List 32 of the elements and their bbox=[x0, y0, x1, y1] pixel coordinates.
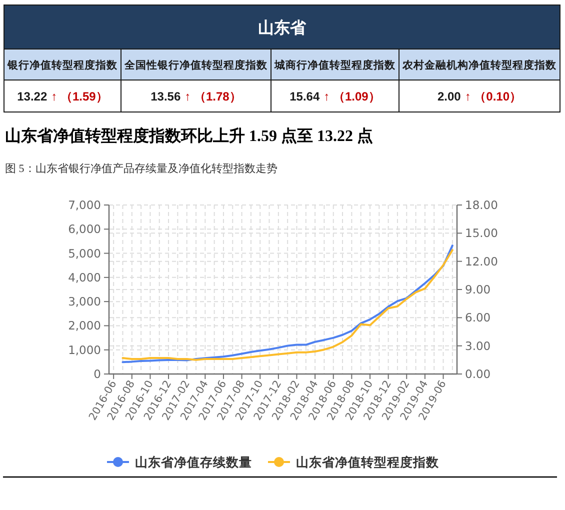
y2-tick-label: 6.00 bbox=[465, 310, 491, 325]
chart-title: 山东省净值转型程度指数环比上升 1.59 点至 13.22 点 bbox=[5, 126, 373, 145]
y2-tick-label: 3.00 bbox=[465, 338, 491, 353]
text: 2.00 bbox=[437, 90, 462, 104]
category-label: 农村金融机构净值转型程度指数 bbox=[402, 58, 558, 72]
y-tick-label: 2,000 bbox=[68, 318, 101, 333]
y-tick-label: 1,000 bbox=[68, 342, 101, 357]
y2-tick-label: 18.00 bbox=[465, 198, 498, 212]
chart-subtitle: 图 5：山东省银行净值产品存续量及净值化转型指数走势 bbox=[5, 162, 278, 175]
text: 13.22 bbox=[17, 90, 48, 104]
y-tick-label: 6,000 bbox=[68, 222, 101, 236]
y-tick-label: 7,000 bbox=[68, 198, 101, 212]
y-tick-label: 3,000 bbox=[68, 294, 101, 309]
y-tick-label: 0 bbox=[94, 367, 101, 381]
text: 13.56 bbox=[150, 90, 181, 104]
category-label: 银行净值转型程度指数 bbox=[6, 58, 118, 72]
text: ↑ （1.59） bbox=[51, 90, 108, 104]
category-label: 全国性银行净值转型程度指数 bbox=[124, 58, 268, 72]
text: 15.64 bbox=[290, 90, 320, 104]
y2-tick-label: 9.00 bbox=[465, 282, 491, 296]
y-tick-label: 5,000 bbox=[68, 246, 101, 260]
y2-tick-label: 15.00 bbox=[465, 226, 498, 240]
text: ↑ （1.78） bbox=[184, 90, 242, 104]
text: 山东省 bbox=[258, 19, 307, 37]
y2-tick-label: 12.00 bbox=[465, 254, 498, 268]
y-tick-label: 4,000 bbox=[68, 270, 101, 284]
text: ↑ （0.10） bbox=[464, 90, 522, 104]
y2-tick-label: 0.00 bbox=[465, 367, 491, 381]
category-label: 城商行净值转型程度指数 bbox=[274, 58, 396, 72]
text: ↑ （1.09） bbox=[324, 90, 380, 104]
legend-label: 山东省净值转型程度指数 bbox=[296, 454, 440, 470]
legend-label: 山东省净值存续数量 bbox=[135, 454, 252, 470]
